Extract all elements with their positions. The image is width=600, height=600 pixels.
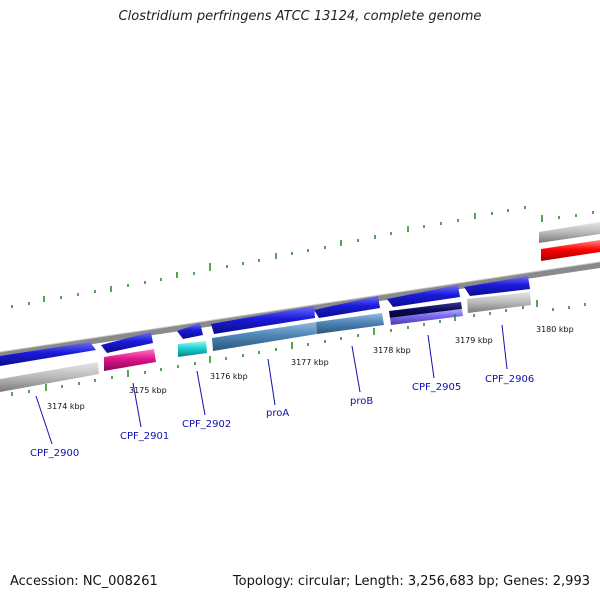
cds-arrow [211, 306, 315, 334]
inner-tick-marks [11, 300, 586, 396]
map-title: Clostridium perfringens ATCC 13124, comp… [118, 9, 482, 24]
cds-arrow [464, 276, 530, 296]
cds-row-forward [0, 276, 530, 366]
kbp-label: 3177 kbp [291, 358, 329, 367]
gene-label: proB [350, 396, 373, 407]
cds-arrow [387, 285, 460, 307]
accession-text: Accession: NC_008261 [10, 574, 158, 589]
cds-arrow [0, 342, 96, 366]
gene-label: CPF_2901 [120, 431, 169, 442]
gene-leader-lines [35, 324, 508, 445]
kbp-scale-labels: 3174 kbp 3175 kbp 3176 kbp 3177 kbp 3178… [47, 325, 574, 411]
gene-label: CPF_2900 [30, 448, 79, 459]
steel-feature [316, 313, 384, 334]
outer-tick-marks [11, 206, 594, 308]
steel-feature [212, 322, 317, 351]
cds-row-second [0, 292, 531, 392]
gene-labels: CPF_2900 CPF_2901 CPF_2902 proA proB CPF… [30, 374, 534, 459]
gray-feature [0, 362, 99, 392]
kbp-label: 3176 kbp [210, 372, 248, 381]
kbp-label: 3174 kbp [47, 402, 85, 411]
navy-feature [389, 302, 462, 318]
cds-arrow [177, 323, 203, 339]
pink-feature [104, 349, 156, 371]
kbp-label: 3179 kbp [455, 336, 493, 345]
cds-arrow [101, 332, 153, 353]
purple-feature [390, 309, 463, 325]
kbp-label: 3180 kbp [536, 325, 574, 334]
gray-feature [467, 292, 531, 313]
gene-label: CPF_2905 [412, 382, 461, 393]
kbp-label: 3175 kbp [129, 386, 167, 395]
genome-summary-text: Topology: circular; Length: 3,256,683 bp… [232, 574, 590, 589]
gray-feature-upper [539, 222, 600, 243]
gene-label: CPF_2902 [182, 419, 231, 430]
upper-strand-features [539, 222, 600, 261]
gene-label: proA [266, 408, 289, 419]
kbp-label: 3178 kbp [373, 346, 411, 355]
cds-arrow [314, 296, 380, 318]
rna-feature [541, 240, 600, 261]
gene-label: CPF_2906 [485, 374, 534, 385]
cyan-feature [178, 341, 207, 357]
